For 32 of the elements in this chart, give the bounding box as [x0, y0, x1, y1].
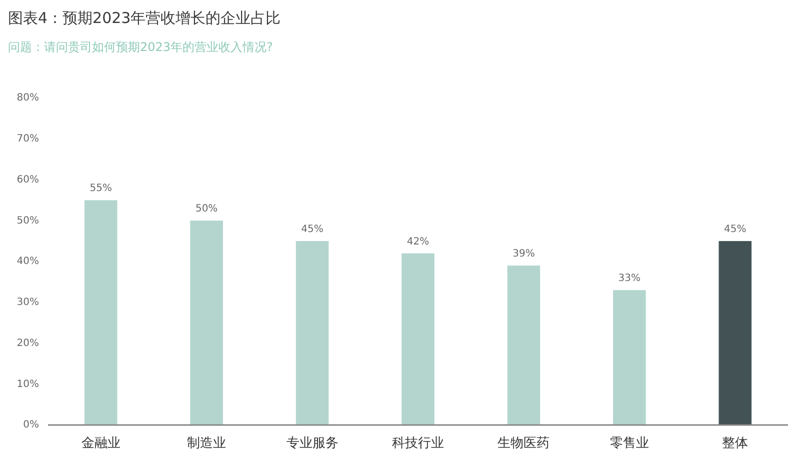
x-tick-label: 生物医药 — [498, 436, 550, 451]
y-tick-label: 70% — [16, 134, 39, 145]
bar — [718, 241, 752, 425]
data-label: 42% — [406, 236, 430, 248]
bar — [84, 200, 118, 425]
bar — [507, 266, 540, 425]
chart-title: 图表4：预期2023年营收增长的企业占比 — [8, 9, 281, 27]
y-tick-label: 30% — [16, 297, 39, 308]
bar — [190, 220, 223, 425]
y-tick-label: 20% — [16, 338, 39, 349]
x-tick-label: 零售业 — [610, 436, 649, 451]
y-tick-label: 60% — [16, 174, 39, 186]
bar — [402, 253, 434, 425]
data-label: 45% — [301, 224, 324, 236]
x-tick-label: 整体 — [722, 436, 748, 451]
data-label: 55% — [90, 183, 112, 194]
x-tick-label: 专业服务 — [286, 436, 338, 451]
bar — [613, 290, 646, 425]
data-label: 45% — [724, 224, 746, 236]
data-label: 39% — [512, 248, 535, 260]
chart-subtitle: 问题：请问贵司如何预期2023年的营业收入情况? — [8, 40, 273, 54]
data-label: 50% — [195, 204, 218, 215]
data-label: 33% — [618, 273, 641, 284]
y-tick-label: 80% — [16, 92, 39, 104]
y-tick-label: 0% — [23, 420, 39, 431]
bar — [296, 241, 329, 425]
y-tick-label: 10% — [16, 378, 39, 390]
x-tick-label: 科技行业 — [392, 436, 444, 451]
y-tick-label: 50% — [16, 215, 39, 226]
x-tick-label: 制造业 — [187, 436, 226, 451]
x-tick-label: 金融业 — [81, 436, 120, 451]
y-tick-label: 40% — [16, 256, 39, 268]
